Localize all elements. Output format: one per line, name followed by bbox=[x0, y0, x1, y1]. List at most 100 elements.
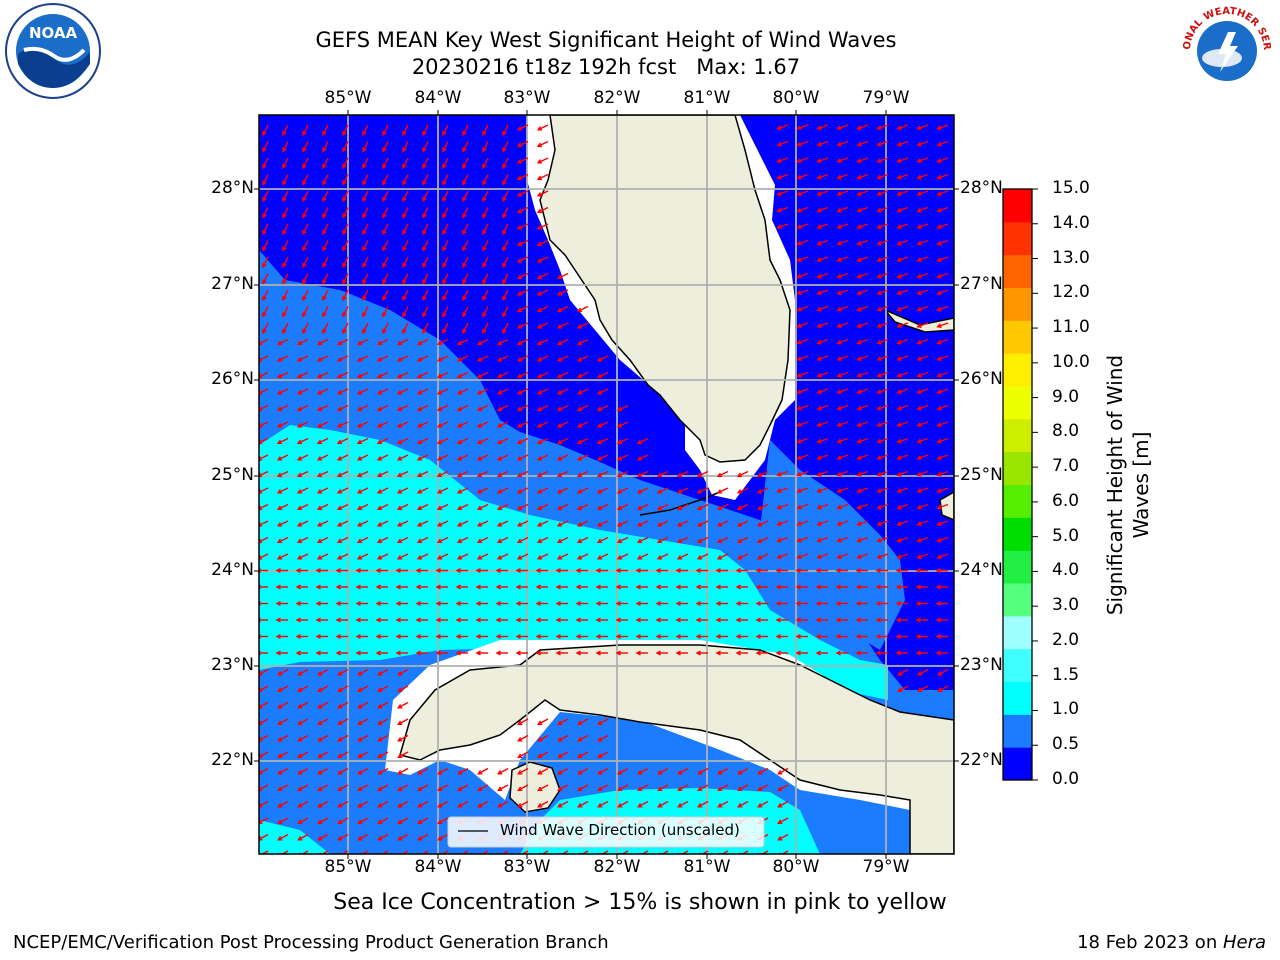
wave-direction-arrow bbox=[342, 240, 349, 251]
wave-direction-arrow bbox=[517, 239, 529, 246]
wave-direction-arrow bbox=[262, 322, 269, 334]
wave-direction-arrow bbox=[597, 388, 609, 395]
wave-direction-arrow bbox=[358, 800, 369, 808]
wave-direction-arrow bbox=[937, 421, 949, 427]
wave-direction-arrowhead bbox=[596, 555, 603, 560]
wave-direction-arrowhead bbox=[336, 340, 343, 346]
wave-direction-arrowhead bbox=[856, 356, 862, 362]
wave-direction-arrow bbox=[777, 140, 789, 146]
wave-direction-arrowhead bbox=[302, 130, 307, 137]
wave-direction-arrowhead bbox=[575, 600, 581, 607]
wave-direction-arrowhead bbox=[295, 650, 301, 656]
wave-direction-arrow bbox=[857, 338, 869, 344]
wave-direction-arrowhead bbox=[577, 737, 583, 742]
wave-direction-arrowhead bbox=[302, 163, 307, 170]
wave-direction-arrowhead bbox=[577, 786, 583, 791]
wave-direction-arrowhead bbox=[876, 224, 882, 230]
wave-direction-arrow bbox=[937, 536, 949, 542]
wave-direction-arrow bbox=[518, 734, 529, 742]
wave-direction-arrowhead bbox=[475, 633, 481, 640]
wave-direction-arrow bbox=[637, 520, 649, 527]
wave-direction-arrow bbox=[937, 322, 949, 328]
wave-direction-arrowhead bbox=[936, 554, 942, 560]
wave-direction-arrowhead bbox=[916, 323, 922, 329]
wave-direction-arrow bbox=[342, 207, 349, 218]
wave-direction-arrowhead bbox=[696, 522, 703, 527]
wave-direction-arrowhead bbox=[776, 488, 782, 494]
wave-direction-arrow bbox=[358, 751, 369, 758]
wave-direction-arrow bbox=[397, 503, 409, 510]
wave-direction-arrowhead bbox=[635, 584, 641, 590]
wave-direction-arrowhead bbox=[896, 422, 902, 428]
wave-direction-arrowhead bbox=[836, 207, 842, 213]
wave-direction-arrowhead bbox=[397, 803, 403, 808]
wave-direction-arrow bbox=[517, 206, 529, 213]
wave-direction-arrowhead bbox=[536, 340, 543, 346]
wave-direction-arrowhead bbox=[496, 522, 503, 527]
wave-direction-arrow bbox=[837, 305, 849, 311]
wave-direction-arrowhead bbox=[282, 295, 287, 302]
wave-direction-arrowhead bbox=[856, 521, 862, 527]
wave-direction-arrowhead bbox=[536, 142, 543, 148]
wave-direction-arrow bbox=[378, 701, 389, 709]
wave-direction-arrow bbox=[758, 767, 769, 775]
wave-direction-arrow bbox=[877, 289, 889, 295]
wave-direction-arrow bbox=[797, 322, 809, 328]
wave-direction-arrowhead bbox=[555, 633, 561, 640]
wave-direction-arrowhead bbox=[896, 504, 902, 510]
wave-direction-arrow bbox=[282, 207, 289, 218]
wave-direction-arrowhead bbox=[655, 650, 661, 656]
wave-direction-arrowhead bbox=[376, 522, 383, 527]
wave-direction-arrowhead bbox=[476, 538, 483, 544]
wave-direction-arrowhead bbox=[437, 786, 443, 791]
wave-direction-arrowhead bbox=[516, 505, 523, 511]
lat-label-right: 24°N bbox=[960, 560, 1003, 580]
wave-direction-arrow bbox=[597, 503, 609, 510]
wave-direction-arrowhead bbox=[456, 340, 463, 346]
wave-direction-arrowhead bbox=[856, 174, 862, 180]
wave-direction-arrow bbox=[302, 273, 309, 284]
wave-direction-arrow bbox=[537, 190, 549, 197]
wave-direction-arrowhead bbox=[896, 257, 902, 263]
wave-direction-arrowhead bbox=[835, 650, 841, 656]
wave-direction-arrow bbox=[262, 157, 269, 169]
wave-direction-arrow bbox=[442, 273, 449, 284]
wave-direction-arrowhead bbox=[856, 405, 862, 411]
wave-direction-arrowhead bbox=[275, 617, 281, 623]
wave-direction-arrowhead bbox=[775, 650, 781, 656]
wave-direction-arrowhead bbox=[422, 130, 427, 137]
wave-direction-arrowhead bbox=[436, 357, 443, 362]
wave-direction-arrowhead bbox=[537, 737, 543, 742]
wave-direction-arrowhead bbox=[355, 584, 361, 590]
wave-direction-arrowhead bbox=[415, 567, 421, 574]
wave-direction-arrowhead bbox=[296, 423, 303, 428]
wave-direction-arrowhead bbox=[715, 633, 721, 640]
wave-direction-arrowhead bbox=[356, 423, 363, 428]
wave-direction-arrow bbox=[462, 289, 469, 301]
wave-direction-arrowhead bbox=[317, 819, 323, 824]
wave-direction-arrow bbox=[457, 503, 469, 510]
wave-direction-arrowhead bbox=[422, 163, 427, 170]
wave-direction-arrowhead bbox=[576, 340, 583, 346]
wave-direction-arrow bbox=[817, 322, 829, 328]
wave-direction-arrowhead bbox=[836, 537, 842, 543]
wave-direction-arrow bbox=[757, 503, 769, 510]
wave-direction-arrow bbox=[917, 553, 929, 559]
wave-direction-arrow bbox=[477, 388, 489, 395]
wave-direction-arrow bbox=[837, 140, 849, 146]
wave-direction-arrow bbox=[317, 470, 329, 477]
wave-direction-arrow bbox=[937, 503, 949, 509]
wave-direction-arrow bbox=[277, 421, 289, 428]
wave-direction-arrow bbox=[637, 487, 649, 494]
wave-direction-arrowhead bbox=[735, 633, 741, 640]
wave-direction-arrowhead bbox=[735, 617, 741, 623]
wave-direction-arrow bbox=[317, 371, 329, 378]
wave-direction-arrow bbox=[677, 520, 689, 527]
wave-direction-arrow bbox=[398, 751, 409, 758]
wave-direction-arrow bbox=[917, 421, 929, 427]
wave-direction-arrow bbox=[417, 355, 429, 362]
wave-direction-arrowhead bbox=[275, 633, 281, 640]
wave-direction-arrowhead bbox=[516, 472, 523, 478]
wave-direction-arrowhead bbox=[355, 633, 361, 640]
wave-direction-arrow bbox=[282, 256, 289, 268]
